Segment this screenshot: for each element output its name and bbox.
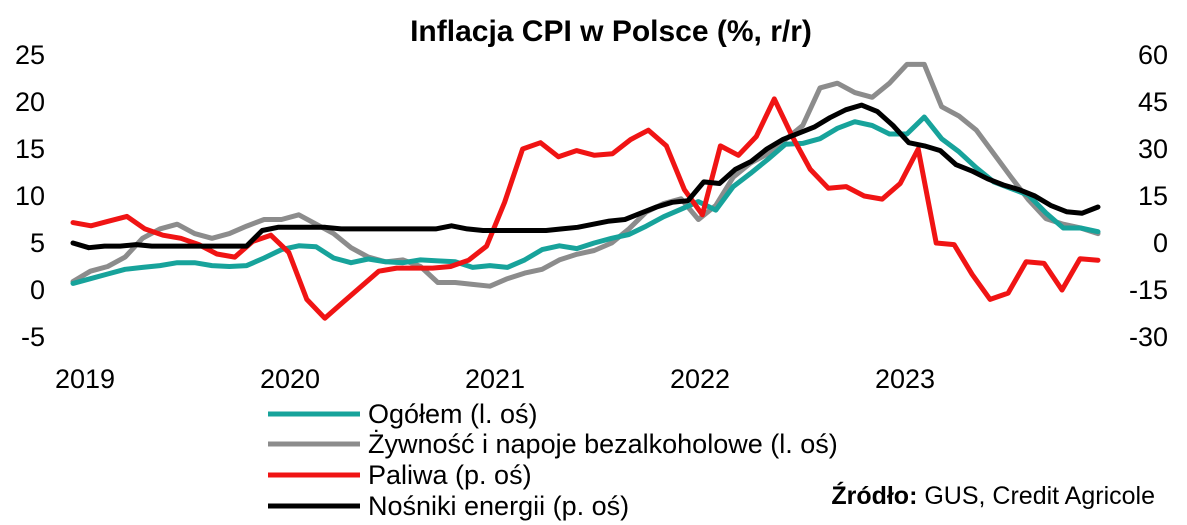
x-tick-label: 2019 <box>55 364 115 394</box>
right-tick-label: 45 <box>1138 87 1168 117</box>
x-tick-label: 2022 <box>670 364 730 394</box>
chart-title: Inflacja CPI w Polsce (%, r/r) <box>410 15 812 48</box>
source-label: Źródło: <box>831 482 918 510</box>
right-tick-label: 60 <box>1138 40 1168 70</box>
right-tick-label: 0 <box>1153 228 1168 258</box>
series-line-4 <box>70 102 1101 251</box>
legend-label: Nośniki energii (p. oś) <box>368 491 629 521</box>
series-line-1 <box>70 114 1101 286</box>
x-tick-label: 2020 <box>260 364 320 394</box>
right-tick-label: -30 <box>1129 322 1168 352</box>
left-tick-label: 5 <box>30 228 45 258</box>
left-tick-label: 10 <box>15 181 45 211</box>
legend: Ogółem (l. oś)Żywność i napoje bezalkoho… <box>268 399 838 521</box>
left-tick-label: 25 <box>15 40 45 70</box>
right-axis-ticks: 60 45 30 15 0 -15 -30 <box>1129 40 1168 352</box>
left-tick-label: -5 <box>21 322 45 352</box>
right-tick-label: 15 <box>1138 181 1168 211</box>
series-line-3 <box>70 96 1101 321</box>
source-note: Źródło: GUS, Credit Agricole <box>831 482 1155 511</box>
left-tick-label: 15 <box>15 134 45 164</box>
legend-label: Paliwa (p. oś) <box>368 460 532 490</box>
series-line-2 <box>70 61 1101 289</box>
x-axis-ticks: 2019 2020 2021 2022 2023 <box>55 364 935 394</box>
left-axis-ticks: 25 20 15 10 5 0 -5 <box>15 40 45 352</box>
legend-label: Ogółem (l. oś) <box>368 399 538 429</box>
x-tick-label: 2021 <box>465 364 525 394</box>
source-text: GUS, Credit Agricole <box>917 482 1155 510</box>
left-tick-label: 20 <box>15 87 45 117</box>
left-tick-label: 0 <box>30 275 45 305</box>
x-tick-label: 2023 <box>875 364 935 394</box>
legend-label: Żywność i napoje bezalkoholowe (l. oś) <box>368 428 838 459</box>
right-tick-label: -15 <box>1129 275 1168 305</box>
series-lines <box>70 61 1101 321</box>
right-tick-label: 30 <box>1138 134 1168 164</box>
